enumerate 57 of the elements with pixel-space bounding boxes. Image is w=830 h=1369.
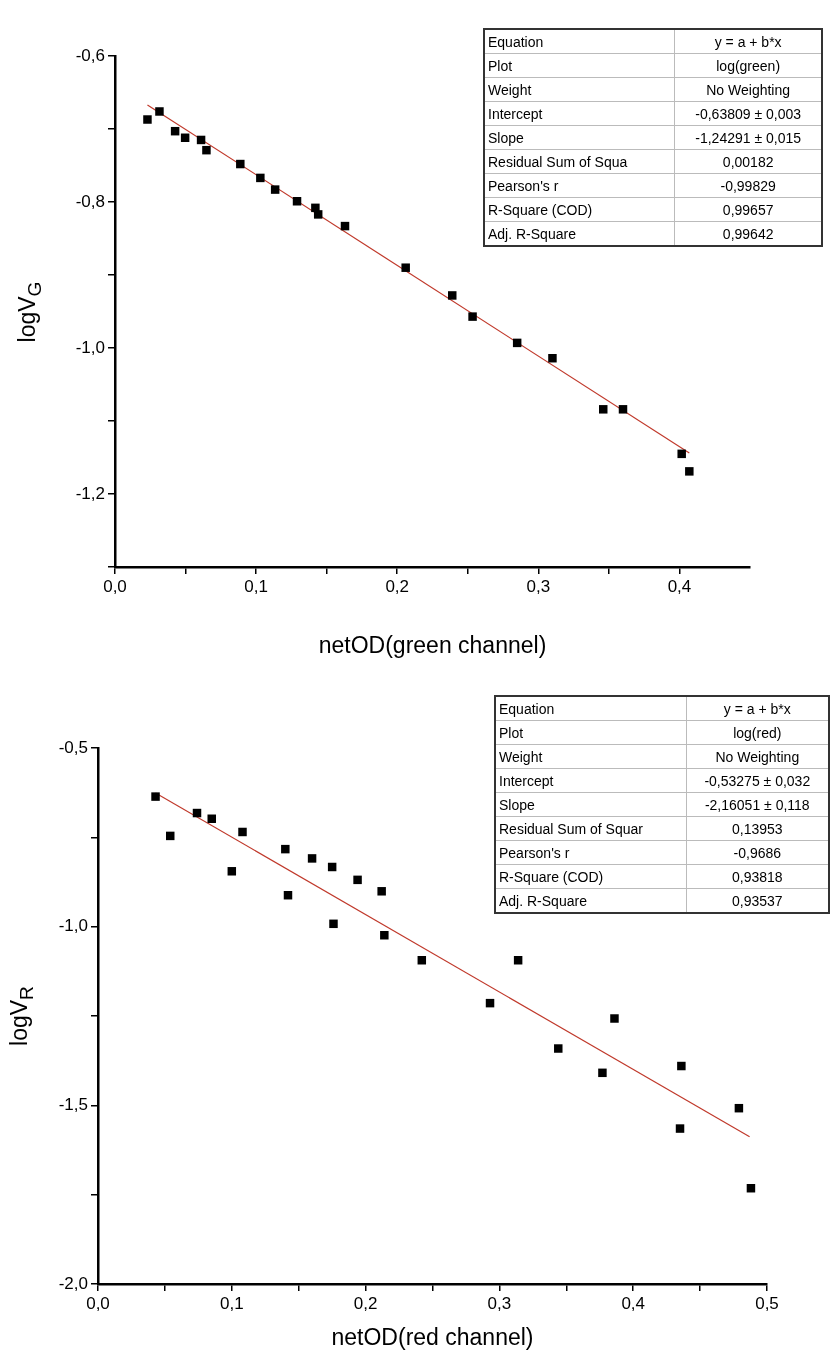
annotation: Intercept: [495, 768, 687, 793]
x-tick-label: 0,2: [385, 576, 410, 596]
annotation: Intercept: [484, 101, 675, 126]
text: y = a + b*x: [714, 33, 782, 50]
annotation: Plot: [484, 53, 675, 78]
annotation: No Weighting: [686, 744, 829, 769]
x-axis-title: netOD(green channel): [318, 632, 547, 659]
annotation: log(green): [674, 53, 822, 78]
y-tick-label: -2,0: [58, 1273, 88, 1293]
annotation: Pearson's r: [495, 840, 687, 865]
y-tick-label: -1,0: [75, 337, 105, 357]
x-tick-label: 0,4: [667, 576, 692, 596]
x-tick-label: 0,0: [86, 1293, 110, 1313]
text: Equation: [488, 33, 544, 50]
x-tick-label: 0,0: [103, 576, 127, 596]
annotation: -0,63809 ± 0,003: [674, 101, 822, 126]
y-tick-label: -1,2: [75, 483, 105, 503]
annotation: 0,99657: [674, 197, 822, 222]
x-tick-label: 0,1: [219, 1293, 244, 1313]
y-tick-label: -1,5: [58, 1095, 88, 1115]
annotation: -0,99829: [674, 173, 822, 198]
y-tick-label: -0,6: [75, 45, 105, 65]
annotation: Weight: [484, 77, 675, 102]
annotation: Residual Sum of Squa: [484, 149, 675, 174]
annotation: Slope: [495, 792, 687, 817]
annotation: R-Square (COD): [484, 197, 675, 222]
x-tick-label: 0,3: [526, 576, 551, 596]
annotation: 0,93818: [686, 864, 829, 889]
annotation: 0,13953: [686, 816, 829, 841]
annotation: No Weighting: [674, 77, 822, 102]
x-tick-label: 0,1: [244, 576, 268, 596]
annotation: -1,24291 ± 0,015: [674, 125, 822, 150]
text: log(red): [733, 724, 782, 741]
y-tick-label: -0,8: [75, 191, 105, 211]
x-tick-label: 0,4: [621, 1293, 646, 1313]
annotation: Residual Sum of Squar: [495, 816, 687, 841]
annotation: R-Square (COD): [495, 864, 687, 889]
annotation: Weight: [495, 744, 687, 769]
annotation: 0,93537: [686, 888, 829, 913]
annotation: -0,53275 ± 0,032: [686, 768, 829, 793]
annotation: 0,99642: [674, 221, 822, 246]
x-tick-label: 0,3: [487, 1293, 512, 1313]
annotation: Slope: [484, 125, 675, 150]
text: Plot: [499, 724, 524, 741]
annotation: Pearson's r: [484, 173, 675, 198]
text: Equation: [499, 700, 555, 717]
annotation: -2,16051 ± 0,118: [686, 792, 829, 817]
x-tick-label: 0,5: [755, 1293, 779, 1313]
x-tick-label: 0,2: [353, 1293, 378, 1313]
y-tick-label: -0,5: [58, 737, 88, 757]
text: y = a + b*x: [723, 700, 791, 717]
x-axis-title: netOD(red channel): [331, 1324, 534, 1351]
annotation: -0,9686: [686, 840, 829, 865]
y-tick-label: -1,0: [58, 916, 88, 936]
annotation: Adj. R-Square: [484, 221, 675, 246]
annotation: 0,00182: [674, 149, 822, 174]
annotation: Adj. R-Square: [495, 888, 687, 913]
